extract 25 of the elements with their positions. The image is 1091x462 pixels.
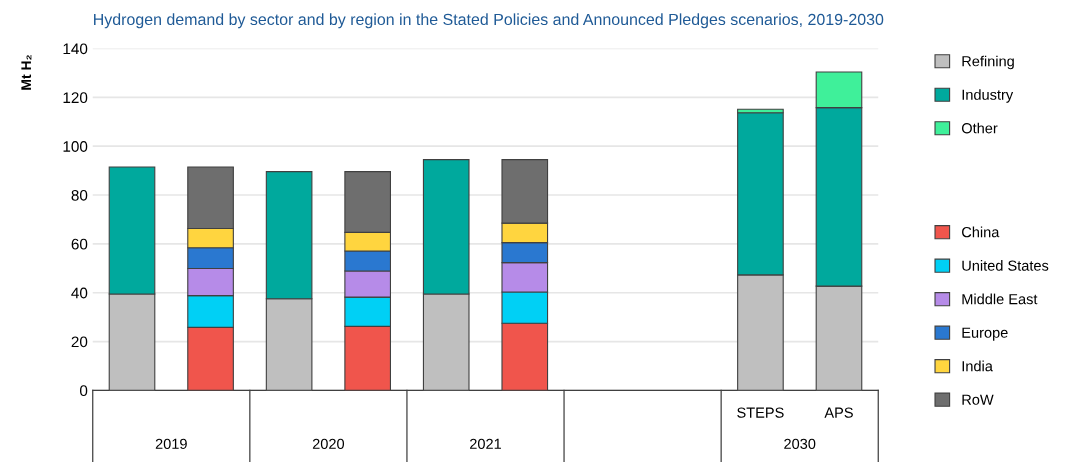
legend-label: Europe xyxy=(962,327,1008,341)
legend-label: RoW xyxy=(962,394,994,405)
y-tick-label: 0 xyxy=(79,385,88,397)
y-tick-label: 20 xyxy=(71,336,88,348)
chart-title: Hydrogen demand by sector and by region in the Stated Policies and Announced Pledges scenarios, 2019-2030 xyxy=(94,13,884,29)
legend-label: Industry xyxy=(962,89,1014,103)
y-axis-title: Mt H₂ xyxy=(21,55,32,90)
legend-label: China xyxy=(962,226,1000,238)
text: 2030 xyxy=(784,438,816,450)
legend-label: United States xyxy=(962,260,1049,271)
x-tick-label: STEPS xyxy=(737,407,784,418)
legend-label: Middle East xyxy=(962,293,1038,305)
legend-label: Other xyxy=(961,122,998,134)
y-tick-label: 120 xyxy=(63,92,88,104)
text: 2019 xyxy=(155,438,187,450)
y-tick-label: 40 xyxy=(71,287,88,299)
y-tick-label: 80 xyxy=(71,189,88,201)
x-tick-label: APS xyxy=(824,407,853,418)
y-tick-label: 140 xyxy=(63,43,88,55)
y-tick-label: 60 xyxy=(71,238,88,250)
legend-label: Refining xyxy=(962,55,1014,70)
legend-label: India xyxy=(962,360,993,372)
text: 2020 xyxy=(312,438,345,450)
y-tick-label: 100 xyxy=(63,141,88,152)
text: 2021 xyxy=(470,438,502,450)
